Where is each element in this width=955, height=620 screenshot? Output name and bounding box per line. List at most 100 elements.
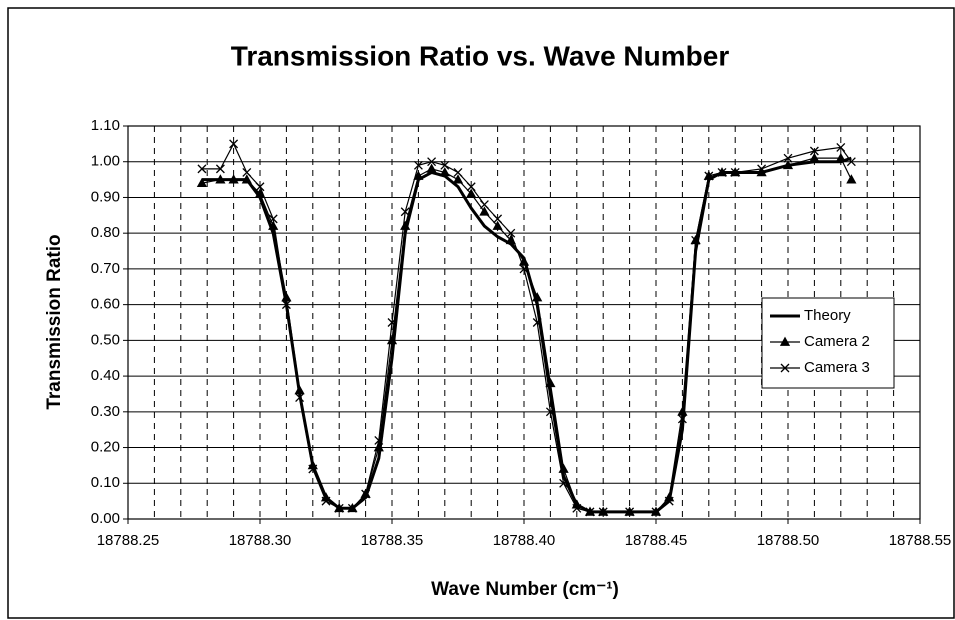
marker bbox=[321, 496, 331, 506]
marker bbox=[664, 496, 674, 506]
marker bbox=[492, 220, 503, 230]
series-line bbox=[201, 142, 852, 513]
marker bbox=[809, 146, 819, 156]
marker bbox=[440, 160, 450, 170]
x-tick-label: 18788.55 bbox=[889, 532, 952, 549]
marker bbox=[506, 228, 516, 238]
chart-frame bbox=[7, 7, 955, 619]
marker bbox=[254, 188, 266, 198]
marker bbox=[479, 206, 490, 216]
marker bbox=[466, 182, 476, 192]
marker bbox=[846, 174, 857, 184]
marker bbox=[809, 152, 820, 163]
y-tick-label: 0.10 bbox=[91, 474, 120, 491]
marker bbox=[215, 164, 225, 174]
marker bbox=[295, 393, 305, 402]
marker bbox=[651, 507, 661, 517]
x-tick-label: 18788.35 bbox=[361, 532, 424, 549]
marker bbox=[308, 464, 318, 474]
marker bbox=[413, 170, 424, 180]
marker bbox=[196, 177, 208, 188]
marker bbox=[241, 174, 252, 184]
marker bbox=[598, 507, 608, 517]
marker bbox=[466, 188, 477, 198]
marker bbox=[294, 385, 305, 395]
marker bbox=[400, 207, 410, 217]
marker bbox=[387, 318, 397, 327]
marker bbox=[559, 478, 569, 488]
legend-label: Theory bbox=[804, 307, 851, 324]
marker bbox=[281, 300, 291, 310]
y-tick-label: 0.90 bbox=[91, 188, 120, 205]
y-tick-label: 0.00 bbox=[91, 510, 120, 527]
series-line bbox=[201, 157, 852, 513]
legend-label: Camera 3 bbox=[804, 359, 870, 376]
marker bbox=[532, 318, 542, 327]
marker bbox=[452, 174, 464, 184]
marker bbox=[242, 167, 252, 177]
marker bbox=[197, 164, 207, 174]
x-tick-label: 18788.50 bbox=[757, 532, 820, 549]
marker bbox=[427, 157, 437, 167]
marker bbox=[835, 152, 846, 163]
y-tick-label: 1.10 bbox=[91, 117, 120, 134]
x-tick-label: 18788.30 bbox=[229, 532, 292, 549]
marker bbox=[757, 164, 767, 174]
y-axis-label: Transmission Ratio bbox=[44, 234, 65, 409]
chart-title: Transmission Ratio vs. Wave Number bbox=[231, 40, 730, 71]
legend-label: Camera 2 bbox=[804, 333, 870, 350]
marker bbox=[836, 142, 846, 152]
marker bbox=[779, 336, 791, 346]
y-tick-label: 0.60 bbox=[91, 296, 120, 313]
marker bbox=[545, 377, 556, 388]
y-tick-label: 0.30 bbox=[91, 403, 120, 420]
marker bbox=[572, 503, 582, 513]
plot-area bbox=[127, 125, 921, 520]
marker bbox=[783, 153, 793, 163]
y-tick-label: 0.20 bbox=[91, 439, 120, 456]
y-tick-label: 0.50 bbox=[91, 331, 120, 348]
marker bbox=[281, 292, 292, 302]
marker bbox=[846, 157, 856, 167]
marker bbox=[691, 235, 701, 245]
x-tick-label: 18788.40 bbox=[493, 532, 556, 549]
marker bbox=[704, 171, 714, 181]
marker bbox=[756, 167, 767, 177]
marker bbox=[730, 167, 740, 177]
marker bbox=[268, 214, 278, 224]
marker bbox=[519, 264, 529, 274]
marker bbox=[780, 363, 790, 373]
marker bbox=[413, 160, 423, 170]
marker bbox=[361, 489, 371, 499]
marker bbox=[545, 407, 555, 417]
plot-layer bbox=[196, 139, 857, 517]
marker bbox=[532, 292, 543, 302]
marker bbox=[439, 167, 450, 177]
y-tick-label: 0.40 bbox=[91, 367, 120, 384]
x-tick-label: 18788.25 bbox=[97, 532, 160, 549]
marker bbox=[585, 507, 595, 517]
y-tick-label: 0.80 bbox=[91, 224, 120, 241]
series-line bbox=[201, 156, 852, 514]
x-tick-label: 18788.45 bbox=[625, 532, 688, 549]
marker bbox=[334, 503, 344, 513]
marker bbox=[268, 220, 279, 230]
marker bbox=[215, 174, 226, 184]
marker bbox=[493, 214, 503, 224]
marker bbox=[677, 414, 687, 424]
x-axis-label: Wave Number (cm⁻¹) bbox=[431, 579, 619, 600]
marker bbox=[229, 139, 239, 149]
y-tick-label: 1.00 bbox=[91, 153, 120, 170]
marker bbox=[426, 163, 437, 173]
marker bbox=[717, 167, 727, 177]
marker bbox=[479, 200, 489, 210]
marker bbox=[782, 159, 794, 170]
y-tick-label: 0.70 bbox=[91, 260, 120, 277]
marker bbox=[625, 507, 635, 517]
marker bbox=[374, 435, 384, 445]
marker bbox=[228, 174, 239, 184]
marker bbox=[453, 167, 463, 177]
marker bbox=[347, 503, 357, 513]
marker bbox=[255, 182, 265, 192]
